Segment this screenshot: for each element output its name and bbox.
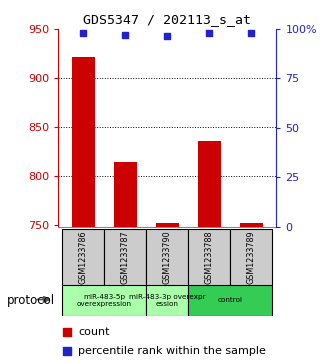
Bar — [147, 229, 188, 285]
Text: miR-483-3p overexpr
ession: miR-483-3p overexpr ession — [129, 294, 206, 307]
Bar — [147, 285, 188, 316]
Text: miR-483-5p
overexpression: miR-483-5p overexpression — [77, 294, 132, 307]
Text: percentile rank within the sample: percentile rank within the sample — [78, 346, 266, 356]
Bar — [156, 223, 179, 227]
Point — [165, 33, 170, 39]
Point — [81, 30, 86, 36]
Bar — [72, 57, 95, 227]
Text: GSM1233786: GSM1233786 — [79, 230, 88, 284]
Bar — [198, 141, 221, 227]
Point — [248, 30, 254, 36]
Point — [64, 348, 70, 354]
Bar — [188, 285, 272, 316]
Text: GSM1233788: GSM1233788 — [205, 230, 214, 284]
Text: GSM1233790: GSM1233790 — [163, 230, 172, 284]
Title: GDS5347 / 202113_s_at: GDS5347 / 202113_s_at — [83, 13, 251, 26]
Bar — [105, 229, 147, 285]
Bar — [230, 229, 272, 285]
Bar — [114, 162, 137, 227]
Bar — [63, 285, 147, 316]
Text: protocol: protocol — [7, 294, 55, 307]
Text: control: control — [218, 297, 243, 303]
Point — [206, 30, 212, 36]
Bar — [63, 229, 105, 285]
Bar — [188, 229, 230, 285]
Point — [64, 329, 70, 335]
Text: GSM1233789: GSM1233789 — [247, 230, 256, 284]
Text: count: count — [78, 327, 110, 337]
Text: GSM1233787: GSM1233787 — [121, 230, 130, 284]
Point — [123, 32, 128, 38]
Bar — [240, 223, 263, 227]
